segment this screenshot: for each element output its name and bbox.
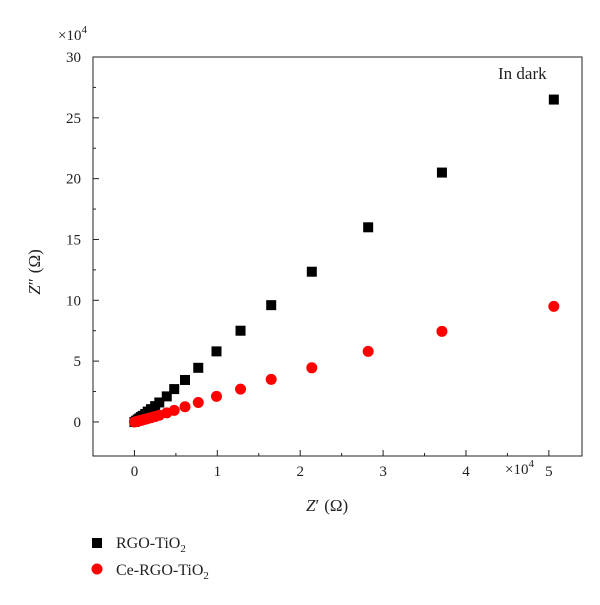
data-point-square xyxy=(161,391,172,402)
series-rgo-tio2 xyxy=(129,94,559,427)
y-tick-label: 25 xyxy=(66,111,81,127)
data-point-circle xyxy=(168,404,180,416)
data-point-circle xyxy=(192,396,204,408)
x-tick-label: 5 xyxy=(545,464,553,480)
y-tick-label: 20 xyxy=(66,172,81,188)
data-point-square xyxy=(193,362,204,373)
plot-frame xyxy=(92,56,583,457)
data-point-circle xyxy=(436,325,448,337)
data-point-square xyxy=(211,346,222,357)
x-tick-label: 0 xyxy=(131,464,139,480)
legend-label-rgo-tio2: RGO-TiO2 xyxy=(116,535,186,555)
data-point-circle xyxy=(179,401,191,413)
annotation-in-dark: In dark xyxy=(498,64,547,83)
y-tick-label: 5 xyxy=(74,354,82,370)
x-tick-label: 1 xyxy=(214,464,222,480)
legend-marker-ce-rgo-tio2 xyxy=(91,563,103,575)
y-tick-label: 10 xyxy=(66,293,81,309)
data-point-circle xyxy=(265,373,277,385)
x-tick-label: 2 xyxy=(296,464,304,480)
series-ce-rgo-tio2 xyxy=(128,300,560,428)
y-tick-label: 15 xyxy=(66,232,81,248)
y-axis-label: Z″(Ω) xyxy=(25,249,44,295)
data-point-square xyxy=(154,397,165,408)
x-axis-label: Z′ (Ω) xyxy=(306,496,348,515)
data-point-square xyxy=(169,384,180,395)
data-point-square xyxy=(235,325,246,336)
legend-label-ce-rgo-tio2: Ce-RGO-TiO2 xyxy=(116,562,209,582)
data-point-circle xyxy=(235,383,247,395)
data-point-square xyxy=(179,374,190,385)
x-axis: 0 1 2 3 4 5 xyxy=(131,450,553,480)
data-series xyxy=(128,94,560,428)
data-point-circle xyxy=(362,345,374,357)
x-tick-label: 3 xyxy=(379,464,387,480)
legend: RGO-TiO2 Ce-RGO-TiO2 xyxy=(91,535,209,582)
data-point-square xyxy=(548,94,559,105)
x-tick-label: 4 xyxy=(462,464,470,480)
data-point-square xyxy=(266,300,277,311)
data-point-circle xyxy=(548,300,560,312)
y-axis-multiplier: ×104 xyxy=(58,24,87,44)
data-point-square xyxy=(436,167,447,178)
y-tick-label: 30 xyxy=(66,50,81,66)
y-axis: 0 5 10 15 20 25 30 xyxy=(66,50,99,431)
x-axis-multiplier: ×104 xyxy=(505,458,534,478)
data-point-circle xyxy=(306,362,318,374)
y-tick-label: 0 xyxy=(74,415,82,431)
legend-marker-rgo-tio2 xyxy=(92,538,102,548)
data-point-square xyxy=(306,266,317,277)
data-point-square xyxy=(363,222,374,233)
data-point-circle xyxy=(210,390,222,402)
